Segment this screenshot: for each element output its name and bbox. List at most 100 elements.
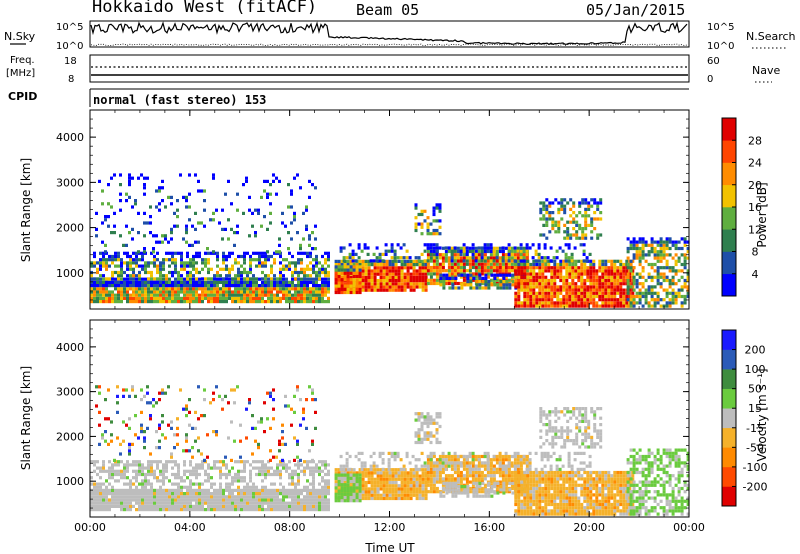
freq-tick-top: 18: [64, 56, 77, 67]
power-cell: [355, 287, 359, 291]
power-cell: [453, 256, 457, 260]
vel-cell: [355, 476, 359, 480]
vel-cell: [306, 463, 309, 467]
power-cell: [501, 265, 505, 270]
power-cell: [486, 256, 490, 260]
vel-cell: [240, 488, 243, 492]
vel-cell: [126, 482, 129, 486]
power-cell: [665, 294, 669, 299]
vel-cell: [297, 472, 300, 477]
vel-cell: [149, 417, 152, 421]
power-cell: [161, 186, 164, 190]
power-cell: [613, 304, 617, 308]
power-cell: [388, 288, 392, 292]
power-cell: [659, 266, 663, 270]
vel-cell: [246, 488, 249, 492]
power-cell: [601, 275, 605, 279]
power-cell: [424, 275, 428, 279]
power-cell: [601, 288, 605, 292]
vel-cell: [135, 469, 138, 473]
power-cell: [391, 275, 395, 279]
vel-cell: [105, 488, 108, 492]
power-cell: [290, 192, 293, 196]
vel-cell: [96, 482, 99, 486]
vel-cell: [297, 495, 300, 499]
power-cell: [569, 236, 573, 240]
power-cell: [156, 300, 159, 304]
vel-cell: [312, 492, 315, 496]
power-cell: [474, 252, 478, 256]
power-cell: [480, 272, 484, 276]
power-cell: [656, 298, 660, 302]
power-cell: [138, 290, 141, 294]
vel-cell: [111, 495, 114, 499]
power-cell: [114, 287, 117, 291]
power-cell: [132, 280, 135, 284]
power-cell: [429, 256, 433, 260]
power-cell: [108, 293, 111, 297]
vel-cell: [267, 469, 270, 473]
power-cell: [610, 301, 614, 305]
vel-cell: [240, 504, 243, 508]
vel-cell: [206, 455, 209, 459]
power-cell: [568, 304, 572, 308]
vel-cell: [340, 495, 344, 500]
power-cell: [520, 266, 524, 270]
power-cell: [99, 284, 102, 288]
power-cell: [563, 198, 567, 202]
power-cell: [370, 288, 374, 292]
vel-cell: [180, 488, 183, 492]
power-cell: [496, 286, 500, 290]
power-cell: [532, 266, 536, 270]
vel-cell: [276, 472, 279, 477]
power-cell: [126, 267, 129, 271]
vel-cell: [203, 414, 206, 418]
vel-cell: [195, 508, 198, 512]
power-cell: [367, 272, 371, 276]
vel-cell: [324, 472, 327, 477]
vel-cell: [337, 483, 341, 487]
power-cell: [442, 283, 446, 287]
power-cell: [548, 214, 552, 218]
power-cell: [240, 254, 243, 259]
vel-cell: [107, 442, 110, 446]
power-cell: [568, 285, 572, 289]
vel-cell: [168, 488, 171, 492]
power-cell: [526, 291, 530, 295]
power-cell: [559, 278, 563, 283]
power-cell: [174, 284, 177, 288]
power-cell: [653, 262, 657, 267]
power-cell: [168, 287, 171, 291]
vel-cell: [343, 480, 347, 485]
power-cell: [619, 291, 623, 295]
power-cell: [510, 265, 514, 270]
power-cell: [677, 259, 681, 263]
power-cell: [596, 236, 600, 240]
power-cell: [306, 284, 309, 288]
power-cell: [114, 284, 117, 288]
vel-cell: [429, 467, 433, 471]
power-cell: [445, 273, 449, 277]
power-cell: [444, 256, 448, 260]
vel-cell: [234, 495, 237, 499]
power-cell: [188, 218, 191, 222]
vel-cell: [116, 385, 119, 389]
power-cell: [93, 287, 96, 291]
power-cell: [535, 301, 539, 305]
vel-cell: [147, 508, 150, 512]
vel-cell: [111, 463, 114, 467]
power-cell: [258, 284, 261, 288]
vel-cell: [207, 504, 210, 508]
power-cell: [406, 279, 410, 283]
power-cell: [378, 252, 382, 256]
power-cell: [550, 272, 554, 276]
power-cell: [270, 277, 273, 281]
power-cell: [340, 265, 344, 269]
power-cell: [647, 253, 651, 257]
vel-cell: [153, 472, 156, 477]
power-cell: [409, 259, 413, 263]
power-cell: [388, 285, 392, 289]
vel-cell: [126, 488, 129, 492]
vel-cell: [216, 460, 219, 464]
power-cell: [554, 198, 558, 202]
